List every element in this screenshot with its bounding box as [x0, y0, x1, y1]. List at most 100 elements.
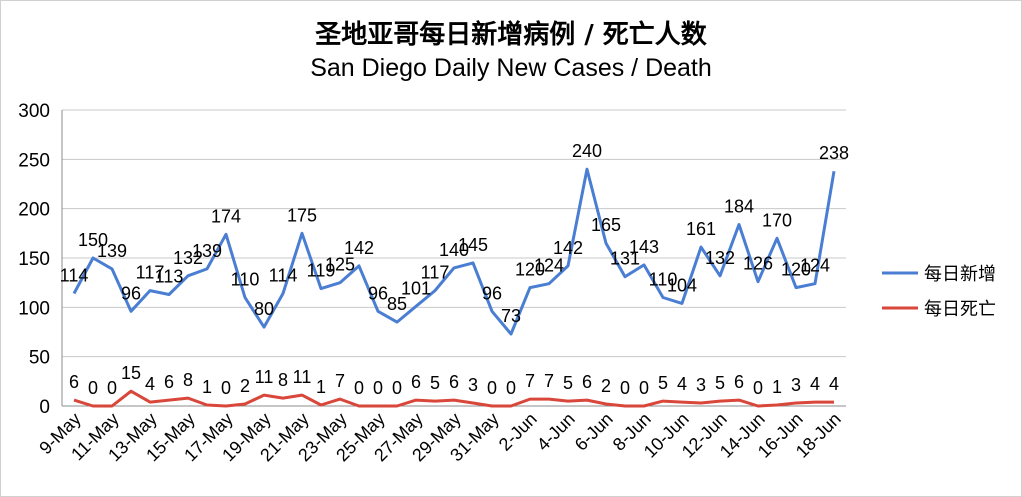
chart-subtitle: San Diego Daily New Cases / Death [310, 54, 712, 82]
x-tick-label: 6-Jun [571, 409, 617, 455]
y-tick-label: 100 [18, 298, 50, 319]
data-label: 145 [458, 235, 488, 255]
y-tick-label: 200 [18, 200, 50, 221]
data-label: 132 [705, 248, 735, 268]
series-lines [72, 167, 836, 408]
data-label: 101 [401, 278, 431, 298]
data-label: 140 [439, 240, 469, 260]
legend-label: 每日死亡 [924, 299, 996, 320]
x-axis: 9-May11-May13-May15-May17-May19-May21-Ma… [35, 409, 845, 466]
data-label: 124 [534, 256, 564, 276]
chart-title: 圣地亚哥每日新增病例 / 死亡人数 [315, 20, 707, 50]
y-tick-label: 50 [29, 348, 50, 369]
data-label: 0 [392, 378, 402, 398]
data-label: 124 [800, 256, 830, 276]
data-label: 5 [563, 373, 573, 393]
data-labels: 1141501399611711313213917411080114175119… [60, 141, 849, 398]
data-label: 0 [506, 378, 516, 398]
data-label: 120 [515, 260, 545, 280]
data-label: 4 [810, 374, 820, 394]
data-label: 165 [591, 215, 621, 235]
data-label: 15 [121, 363, 141, 383]
y-tick-label: 300 [18, 101, 50, 122]
data-label: 126 [743, 254, 773, 274]
data-label: 3 [696, 375, 706, 395]
data-label: 143 [629, 237, 659, 257]
data-label: 6 [164, 372, 174, 392]
data-label: 11 [255, 367, 274, 387]
x-tick-label: 4-Jun [533, 409, 579, 455]
data-label: 125 [325, 255, 355, 275]
data-label: 170 [762, 210, 792, 230]
data-label: 73 [501, 306, 521, 326]
data-label: 6 [582, 372, 592, 392]
data-label: 0 [639, 378, 649, 398]
data-label: 4 [677, 374, 687, 394]
data-label: 117 [136, 263, 165, 283]
data-label: 11 [293, 367, 312, 387]
data-label: 0 [221, 378, 231, 398]
legend-label: 每日新增 [924, 264, 996, 285]
data-label: 96 [368, 283, 388, 303]
series-line-cases [72, 167, 836, 336]
data-label: 7 [544, 371, 554, 391]
data-label: 96 [482, 283, 502, 303]
data-label: 0 [753, 378, 763, 398]
data-label: 114 [269, 266, 298, 286]
data-label: 4 [829, 374, 839, 394]
data-label: 238 [819, 143, 849, 163]
y-axis: 0 50 100 150 200 250 300 [18, 101, 63, 418]
data-label: 0 [620, 378, 630, 398]
gridlines [62, 109, 846, 407]
data-label: 3 [468, 375, 478, 395]
data-label: 0 [487, 378, 497, 398]
data-label: 142 [553, 238, 583, 258]
data-label: 85 [387, 294, 407, 314]
data-label: 120 [781, 260, 811, 280]
data-label: 142 [344, 238, 374, 258]
data-label: 161 [686, 219, 716, 239]
data-label: 110 [649, 269, 678, 289]
data-label: 4 [145, 374, 155, 394]
data-label: 0 [354, 378, 364, 398]
data-label: 113 [155, 267, 184, 287]
y-tick-label: 0 [39, 397, 50, 418]
data-label: 131 [610, 249, 640, 269]
data-label: 132 [173, 248, 203, 268]
data-label: 3 [791, 375, 801, 395]
y-tick-label: 150 [18, 249, 50, 270]
data-label: 174 [211, 206, 241, 226]
data-label: 104 [667, 275, 697, 295]
data-label: 6 [69, 372, 79, 392]
data-label: 7 [525, 371, 535, 391]
data-label: 1 [772, 377, 782, 397]
data-label: 150 [78, 230, 108, 250]
data-label: 0 [107, 378, 117, 398]
data-label: 80 [254, 299, 274, 319]
y-tick-label: 250 [18, 150, 50, 171]
data-label: 175 [287, 205, 317, 225]
series-line-deaths [73, 389, 834, 408]
data-label: 1 [202, 377, 212, 397]
data-label: 5 [430, 373, 440, 393]
data-label: 110 [231, 269, 260, 289]
data-label: 117 [421, 263, 450, 283]
data-label: 0 [88, 378, 98, 398]
data-label: 2 [601, 376, 611, 396]
data-label: 5 [658, 373, 668, 393]
data-label: 240 [572, 141, 602, 161]
data-label: 6 [734, 372, 744, 392]
data-label: 114 [60, 266, 89, 286]
data-label: 139 [97, 241, 127, 261]
data-label: 6 [449, 372, 459, 392]
data-label: 7 [335, 371, 345, 391]
data-label: 8 [278, 370, 288, 390]
data-label: 6 [411, 372, 421, 392]
data-label: 0 [373, 378, 383, 398]
data-label: 5 [715, 373, 725, 393]
data-label: 119 [307, 261, 336, 281]
data-label: 96 [121, 283, 141, 303]
